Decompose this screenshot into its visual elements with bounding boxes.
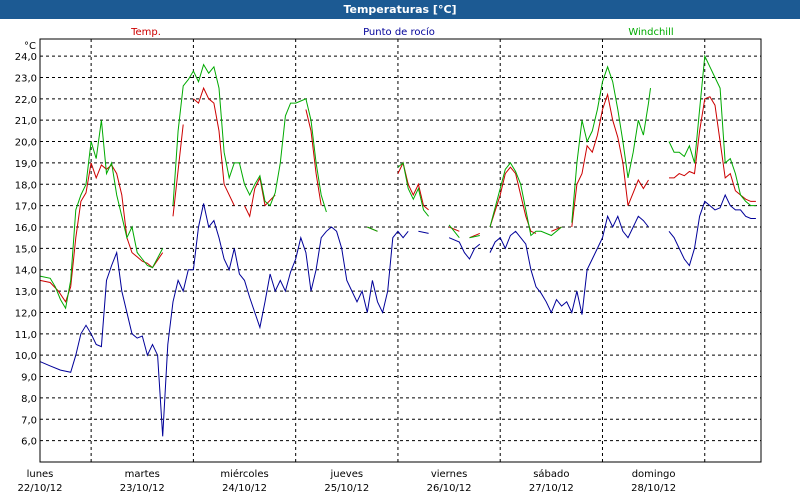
y-tick-label: 20,0 [15, 138, 37, 149]
y-tick-label: 7,0 [21, 415, 37, 426]
y-tick-label: 21,0 [15, 116, 37, 127]
x-tick-day: domingo [632, 469, 676, 480]
y-tick-label: 17,0 [15, 202, 37, 213]
y-tick-label: 11,0 [15, 330, 37, 341]
x-tick-day: viernes [431, 469, 467, 480]
x-tick-day: martes [125, 469, 160, 480]
x-axis-days: lunes 22/10/12 martes 23/10/12 miércoles 24/1… [18, 468, 677, 494]
y-tick-label: 12,0 [15, 308, 37, 319]
x-tick-date: 26/10/12 [427, 483, 472, 494]
x-tick-date: 28/10/12 [631, 483, 676, 494]
y-tick-label: 14,0 [15, 266, 37, 277]
x-tick-day: lunes [27, 469, 54, 480]
legend-entry: Windchill [628, 27, 673, 38]
legend-entry: Temp. [130, 27, 161, 38]
y-axis-unit: °C [24, 41, 36, 52]
y-tick-label: 15,0 [15, 244, 37, 255]
x-tick-date: 22/10/12 [18, 483, 63, 494]
y-tick-label: 13,0 [15, 287, 37, 298]
y-tick-label: 6,0 [21, 437, 37, 448]
chart-legend: Temp. Punto de rocío Windchill [130, 26, 674, 38]
x-tick-day: jueves [330, 469, 364, 480]
y-tick-label: 23,0 [15, 73, 37, 84]
x-tick-date: 24/10/12 [222, 483, 267, 494]
y-tick-label: 9,0 [21, 373, 37, 384]
temperature-chart: 6,0 7,0 8,0 9,0 10,0 11,0 12,0 13,0 14,0 15,0 16,0… [15, 26, 762, 494]
y-tick-label: 18,0 [15, 180, 37, 191]
x-tick-day: miércoles [220, 468, 268, 480]
y-tick-label: 22,0 [15, 95, 37, 106]
series-line [39, 193, 756, 437]
x-tick-date: 25/10/12 [324, 483, 369, 494]
legend-entry: Punto de rocío [363, 26, 435, 38]
y-tick-label: 8,0 [21, 394, 37, 405]
chart-grid [40, 39, 761, 462]
y-tick-label: 24,0 [15, 52, 37, 63]
series-line [39, 54, 756, 310]
window-title: Temperaturas [°C] [0, 0, 800, 19]
y-tick-label: 10,0 [15, 351, 37, 362]
y-tick-label: 16,0 [15, 223, 37, 234]
x-tick-date: 27/10/12 [529, 483, 574, 494]
x-tick-day: sábado [533, 468, 569, 480]
plot-frame [39, 38, 762, 463]
x-tick-date: 23/10/12 [120, 483, 165, 494]
chart-series [39, 54, 756, 437]
y-tick-label: 19,0 [15, 159, 37, 170]
y-axis-ticks: 6,0 7,0 8,0 9,0 10,0 11,0 12,0 13,0 14,0 15,0 16,0… [15, 52, 37, 448]
